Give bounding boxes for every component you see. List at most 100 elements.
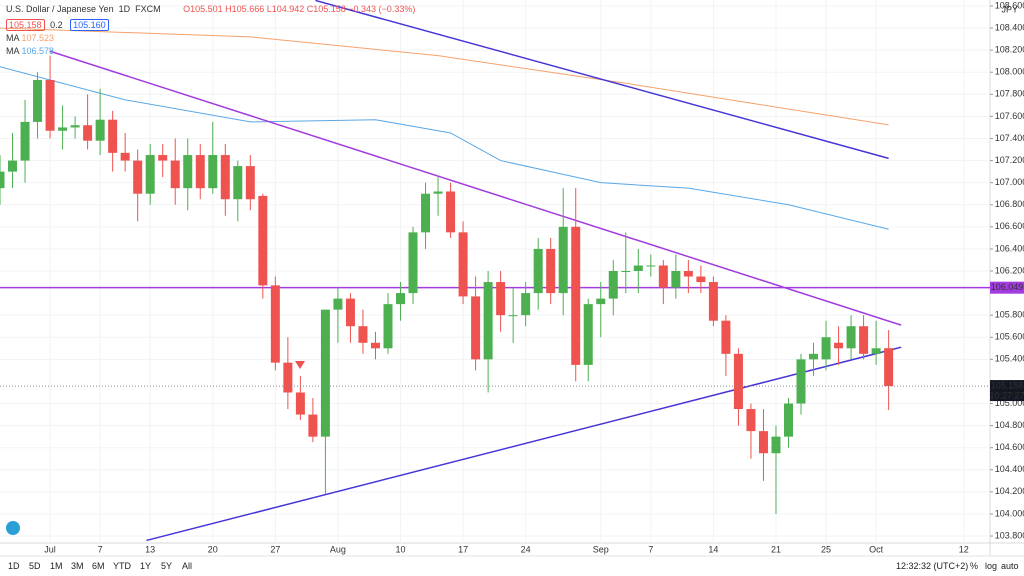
candle-body [408, 232, 418, 294]
candle-body [396, 293, 406, 305]
candle-body [245, 166, 255, 200]
toolbar-button[interactable]: log [985, 561, 998, 571]
y-tick-label: 105.600 [995, 332, 1024, 342]
x-tick-label: 12 [959, 544, 969, 554]
clock: 12:32:32 (UTC+2) [896, 561, 969, 571]
x-tick-label: 7 [648, 544, 653, 554]
candle-body [834, 342, 844, 349]
candle-body [683, 271, 693, 277]
candle-body [0, 171, 5, 189]
candle-body [558, 226, 568, 294]
spread: 0.2 [50, 20, 63, 30]
candle-body [120, 152, 130, 161]
toolbar-button[interactable]: 1Y [140, 561, 152, 571]
toolbar-button[interactable]: 1D [8, 561, 20, 571]
candle-body [633, 265, 643, 272]
y-tick-label: 107.400 [995, 133, 1024, 143]
bid[interactable]: 105.158 [6, 19, 45, 31]
candle-body [508, 315, 518, 317]
y-tick-label: 104.800 [995, 420, 1024, 430]
candle-body [220, 155, 230, 200]
candle-body [583, 304, 593, 365]
candle-body [446, 191, 456, 233]
candle-body [696, 276, 706, 283]
candle-body [183, 155, 193, 189]
y-tick-label: 108.200 [995, 45, 1024, 55]
candle-body [458, 232, 468, 297]
toolbar-button[interactable]: 6M [92, 561, 105, 571]
x-tick-label: 27 [270, 544, 280, 554]
plot [0, 0, 990, 542]
horizontal-line-label-bg [990, 281, 1024, 294]
ohlc: O105.501 H105.666 L104.942 C105.158 −0.3… [183, 4, 416, 14]
x-tick-label: Sep [593, 544, 609, 554]
candle-body [83, 125, 93, 141]
candle-body [370, 342, 380, 349]
toolbar-button[interactable]: YTD [113, 561, 131, 571]
candle-body [733, 353, 743, 410]
toolbar-button[interactable]: 1M [50, 561, 63, 571]
y-tick-label: 104.600 [995, 442, 1024, 452]
candle-body [846, 326, 856, 349]
grid [0, 0, 990, 543]
x-tick-label: 25 [821, 544, 831, 554]
moving-average [0, 66, 889, 230]
toolbar-button[interactable]: 5Y [161, 561, 173, 571]
y-tick-label: 106.400 [995, 243, 1024, 253]
candle-body [333, 298, 343, 310]
source: FXCM [135, 4, 161, 14]
y-tick-label: 107.800 [995, 89, 1024, 99]
ma-value: 107.523 [21, 33, 55, 43]
candle-body [133, 160, 143, 194]
candle-body [571, 226, 581, 365]
candle-body [195, 155, 205, 189]
x-tick-label: 14 [708, 544, 718, 554]
y-tick-label: 105.800 [995, 310, 1024, 320]
candle-body [433, 191, 443, 194]
toolbar-button[interactable]: auto [1001, 561, 1019, 571]
toolbar-button[interactable]: % [970, 561, 979, 571]
x-tick-label: Aug [330, 544, 346, 554]
trend-line [49, 50, 902, 326]
y-tick-label: 103.800 [995, 530, 1024, 540]
y-tick-label: 106.800 [995, 199, 1024, 209]
candle-body [821, 337, 831, 360]
candle-body [270, 285, 280, 363]
trend-line [315, 0, 889, 160]
candle-body [170, 160, 180, 189]
candle-body [320, 309, 330, 437]
candle-body [233, 166, 243, 200]
y-tick-label: 107.600 [995, 111, 1024, 121]
x-tick-label: Oct [869, 544, 884, 554]
candle-body [208, 155, 218, 189]
toolbar-button[interactable]: All [182, 561, 193, 571]
ask[interactable]: 105.160 [70, 19, 109, 31]
y-tick-label: 104.200 [995, 486, 1024, 496]
candle-body [258, 195, 268, 286]
x-tick-label: 24 [521, 544, 531, 554]
candle-body [758, 431, 768, 454]
y-tick-label: 108.400 [995, 22, 1024, 32]
quote: 105.158 0.2 105.160 [6, 19, 112, 31]
candle-body [796, 359, 806, 404]
x-tick-label: 21 [771, 544, 781, 554]
ma-value: 106.578 [21, 46, 55, 56]
header: U.S. Dollar / Japanese Yen 1D FXCM O105.… [6, 4, 415, 14]
candle-body [658, 265, 668, 288]
toolbar-button[interactable]: 3M [71, 561, 84, 571]
interval: 1D [118, 4, 131, 14]
candle-body [8, 160, 18, 172]
candle-body [295, 392, 305, 415]
candle-body [145, 155, 155, 194]
horizontal-line-label: 106.049 [991, 282, 1024, 292]
candle-body [471, 296, 481, 360]
toolbar-button[interactable]: 5D [29, 561, 41, 571]
candle-body [546, 248, 556, 294]
axes: 103.800 104.000 104.200 104.400 104.600 104.8… [44, 0, 1024, 554]
ma-legend: MA 106.578 [6, 46, 54, 56]
candle-body [708, 282, 718, 321]
trend-line [146, 346, 902, 542]
ma-legend: MA 107.523 [6, 33, 54, 43]
logo [6, 521, 20, 535]
